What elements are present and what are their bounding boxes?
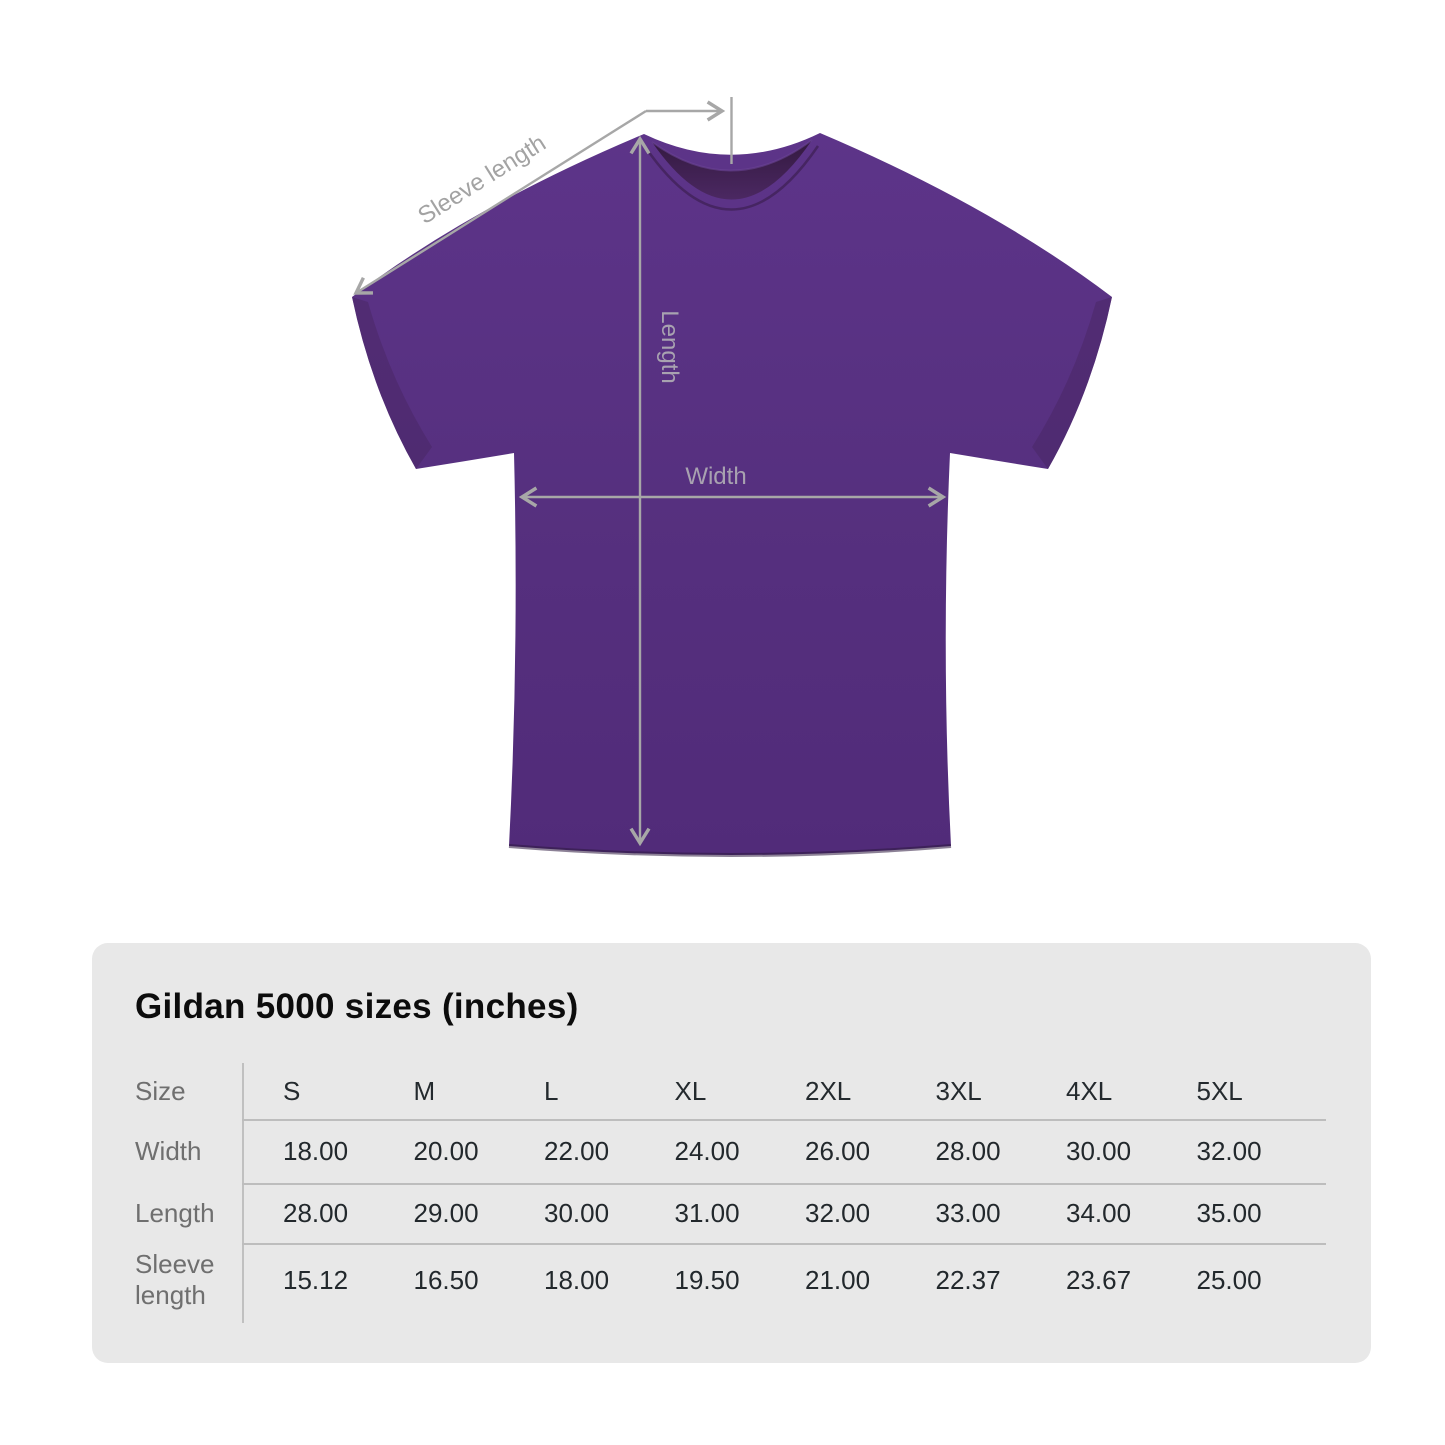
size-table-panel: Gildan 5000 sizes (inches) Size S M L XL… <box>92 943 1371 1363</box>
sleeve-2xl: 21.00 <box>805 1264 871 1295</box>
col-header-5xl: 5XL <box>1196 1075 1243 1106</box>
row-label-length: Length <box>135 1197 215 1228</box>
col-header-m: M <box>413 1075 436 1106</box>
sleeve-length-arrow-diagonal <box>353 109 647 295</box>
length-m: 29.00 <box>413 1197 479 1228</box>
col-header-xl: XL <box>674 1075 707 1106</box>
collar-seam <box>644 145 820 211</box>
col-header-4xl: 4XL <box>1066 1075 1113 1106</box>
table-title: Gildan 5000 sizes (inches) <box>135 987 579 1026</box>
tshirt-body <box>352 133 1112 855</box>
length-3xl: 33.00 <box>935 1197 1001 1228</box>
length-xl: 31.00 <box>674 1197 740 1228</box>
width-5xl: 32.00 <box>1196 1135 1262 1166</box>
sleeve-l: 18.00 <box>544 1264 610 1295</box>
col-header-2xl: 2XL <box>805 1075 852 1106</box>
table-vertical-divider <box>242 1063 244 1323</box>
collar-back-band <box>651 139 813 172</box>
width-xl: 24.00 <box>674 1135 740 1166</box>
tshirt-size-diagram: Sleeve length Length Width <box>352 97 1112 857</box>
table-row-width: Width 18.00 20.00 22.00 24.00 26.00 28.0… <box>135 1119 1355 1183</box>
table-row-length: Length 28.00 29.00 30.00 31.00 32.00 33.… <box>135 1183 1355 1243</box>
table-divider-3 <box>242 1243 1326 1245</box>
left-cuff-shade <box>352 297 432 469</box>
width-2xl: 26.00 <box>805 1135 871 1166</box>
width-m: 20.00 <box>413 1135 479 1166</box>
length-2xl: 32.00 <box>805 1197 871 1228</box>
length-s: 28.00 <box>283 1197 349 1228</box>
width-label: Width <box>685 463 746 490</box>
col-header-3xl: 3XL <box>935 1075 982 1106</box>
width-s: 18.00 <box>283 1135 349 1166</box>
table-row-sleeve-length: Sleeve length 15.12 16.50 18.00 19.50 21… <box>135 1243 1355 1317</box>
width-3xl: 28.00 <box>935 1135 1001 1166</box>
length-l: 30.00 <box>544 1197 610 1228</box>
length-4xl: 34.00 <box>1066 1197 1132 1228</box>
sleeve-s: 15.12 <box>283 1264 349 1295</box>
col-header-s: S <box>283 1075 301 1106</box>
sleeve-4xl: 23.67 <box>1066 1264 1132 1295</box>
sleeve-5xl: 25.00 <box>1196 1264 1262 1295</box>
measurement-lines <box>353 97 947 847</box>
table-divider-1 <box>242 1119 1326 1121</box>
length-5xl: 35.00 <box>1196 1197 1262 1228</box>
right-cuff-shade <box>1032 297 1112 469</box>
collar-opening <box>652 140 812 200</box>
tshirt-graphic <box>352 133 1112 857</box>
corner-label: Size <box>135 1075 186 1106</box>
sleeve-m: 16.50 <box>413 1264 479 1295</box>
sleeve-xl: 19.50 <box>674 1264 740 1295</box>
row-label-width: Width <box>135 1135 202 1166</box>
width-4xl: 30.00 <box>1066 1135 1132 1166</box>
table-header-row: Size S M L XL 2XL 3XL 4XL 5XL <box>135 1063 1355 1119</box>
hem-shadow <box>508 844 952 857</box>
length-label: Length <box>656 310 683 383</box>
sleeve-3xl: 22.37 <box>935 1264 1001 1295</box>
table-divider-2 <box>242 1183 1326 1185</box>
row-label-sleeve-length: Sleeve length <box>135 1249 215 1310</box>
col-header-l: L <box>544 1075 559 1106</box>
width-l: 22.00 <box>544 1135 610 1166</box>
